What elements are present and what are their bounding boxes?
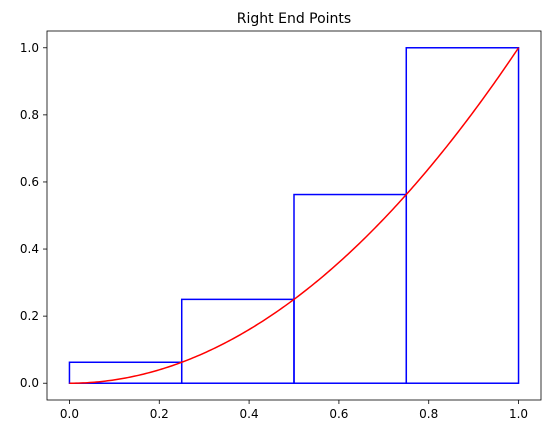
y-tick-label: 0.6 bbox=[20, 175, 39, 189]
x-tick-label: 0.2 bbox=[150, 407, 169, 421]
x-tick-label: 0.8 bbox=[419, 407, 438, 421]
y-tick-label: 0.0 bbox=[20, 376, 39, 390]
plot-area bbox=[68, 47, 520, 384]
x-tick-label: 0.4 bbox=[240, 407, 259, 421]
y-tick-label: 1.0 bbox=[20, 41, 39, 55]
y-tick-label: 0.4 bbox=[20, 242, 39, 256]
x-tick-label: 1.0 bbox=[509, 407, 528, 421]
riemann-rect-3 bbox=[293, 193, 408, 384]
curve-line bbox=[69, 47, 520, 384]
y-tick-label: 0.2 bbox=[20, 309, 39, 323]
x-tick-label: 0.6 bbox=[329, 407, 348, 421]
axes-frame bbox=[46, 30, 542, 401]
y-tick-label: 0.8 bbox=[20, 108, 39, 122]
riemann-rect-4 bbox=[405, 47, 520, 384]
x-tick-label: 0.0 bbox=[60, 407, 79, 421]
chart-title: Right End Points bbox=[237, 11, 351, 27]
riemann-rect-1 bbox=[68, 361, 183, 384]
axes: 0.0 0.2 0.4 0.6 0.8 1.0 0.0 0.2 0.4 0.6 0.8 1.0 bbox=[20, 30, 542, 421]
